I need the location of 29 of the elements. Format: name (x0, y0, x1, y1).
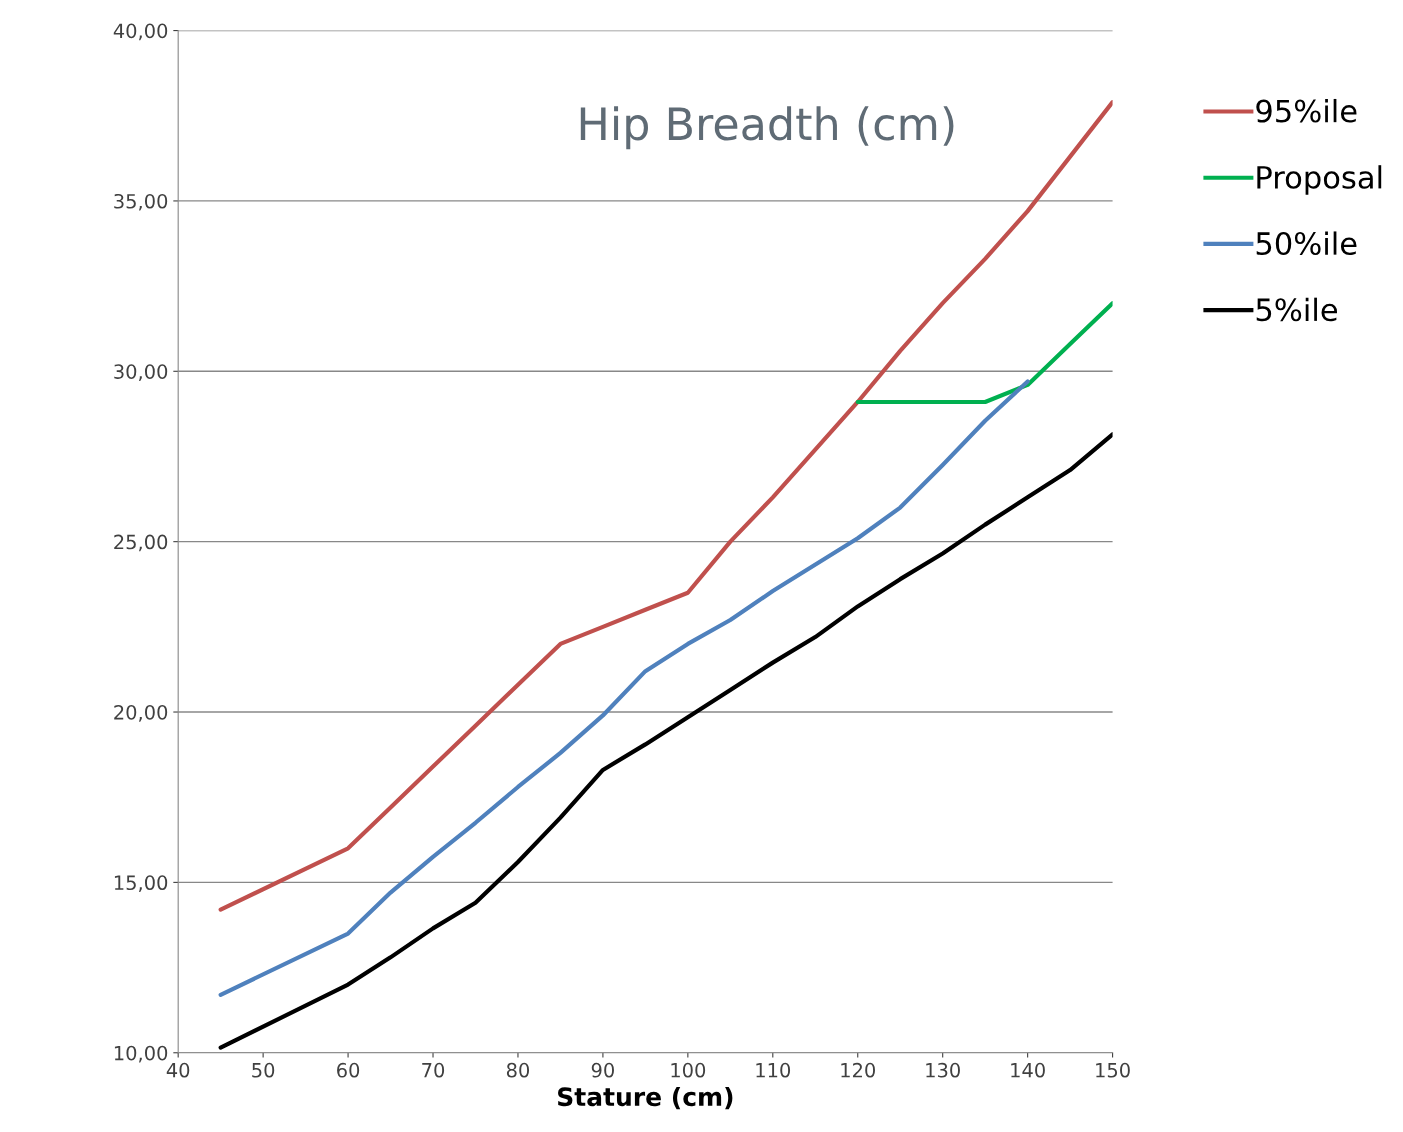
x-tick-label: 50 (252, 1062, 275, 1078)
text: Hip Breadth (cm) (580, 106, 954, 150)
line-series (218, 379, 1030, 997)
line-series (218, 100, 1113, 912)
y-tick-label: 35,00 (114, 193, 168, 211)
x-tick-label: 150 (1096, 1062, 1130, 1078)
legend-label: Proposal (1257, 165, 1382, 195)
y-tick-label: 20,00 (114, 704, 168, 722)
line-series (855, 301, 1113, 405)
x-tick-label: 60 (337, 1062, 360, 1078)
x-tick-label: 100 (671, 1062, 706, 1078)
x-tick-label: 140 (1011, 1062, 1045, 1078)
legend-label: 5%ile (1256, 297, 1337, 322)
x-tick-label: 120 (841, 1062, 876, 1078)
x-tick-label: 80 (506, 1062, 530, 1078)
x-tick-label: 70 (422, 1062, 445, 1078)
y-tick-label: 30,00 (114, 364, 168, 381)
x-tick-label: 110 (756, 1062, 791, 1078)
y-tick-label: 10,00 (114, 1045, 168, 1063)
y-tick-label: 25,00 (114, 534, 168, 552)
legend-label: 95%ile (1256, 98, 1357, 123)
y-tick-label: 15,00 (114, 875, 168, 893)
x-tick-label: 40 (166, 1062, 190, 1078)
y-tick-label: 40,00 (113, 23, 168, 41)
x-tick-label: 130 (926, 1062, 960, 1078)
x-axis-title: Stature (cm) (558, 1086, 733, 1110)
x-tick-label: 90 (591, 1062, 614, 1078)
line-series (218, 432, 1113, 1050)
legend-label: 50%ile (1256, 231, 1357, 256)
